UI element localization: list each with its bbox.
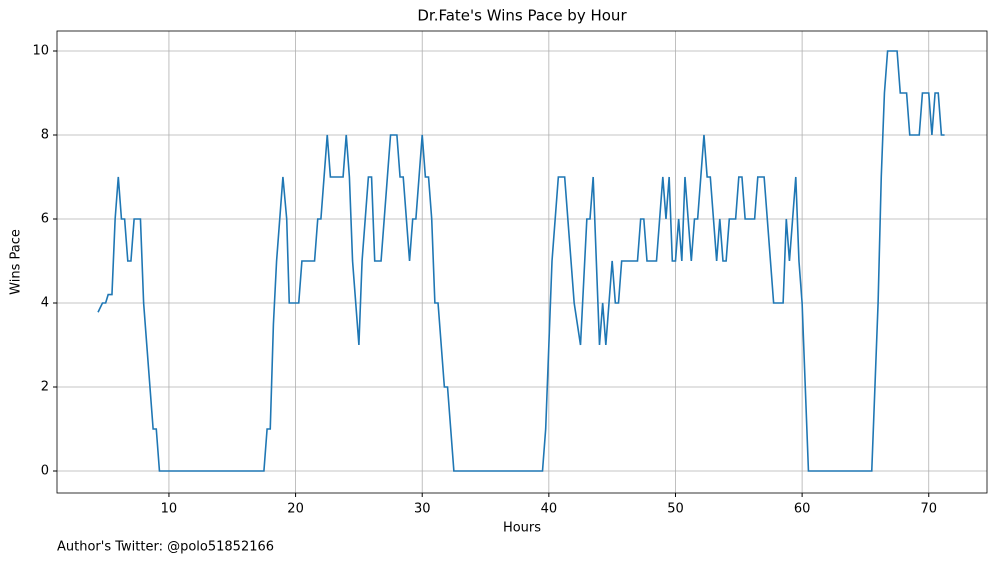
plot-frame [56, 30, 988, 494]
data-line [97, 50, 945, 472]
x-tick-label: 30 [414, 502, 431, 517]
x-tick-label: 20 [287, 502, 304, 517]
x-tick-label: 70 [920, 502, 937, 517]
y-tick-label: 0 [41, 463, 49, 478]
y-tick-label: 2 [41, 379, 49, 394]
x-tick-label: 10 [161, 502, 178, 517]
x-axis-label: Hours [503, 521, 541, 536]
chart-title: Dr.Fate's Wins Pace by Hour [417, 7, 627, 25]
y-tick-label: 10 [32, 43, 49, 58]
x-tick-label: 60 [794, 502, 811, 517]
footnote: Author's Twitter: @polo51852166 [57, 540, 274, 555]
y-tick-label: 8 [41, 127, 49, 142]
x-tick-label: 50 [667, 502, 684, 517]
y-tick-label: 6 [41, 211, 49, 226]
x-tick-label: 40 [541, 502, 558, 517]
y-axis-label: Wins Pace [9, 229, 24, 295]
y-tick-label: 4 [41, 295, 49, 310]
